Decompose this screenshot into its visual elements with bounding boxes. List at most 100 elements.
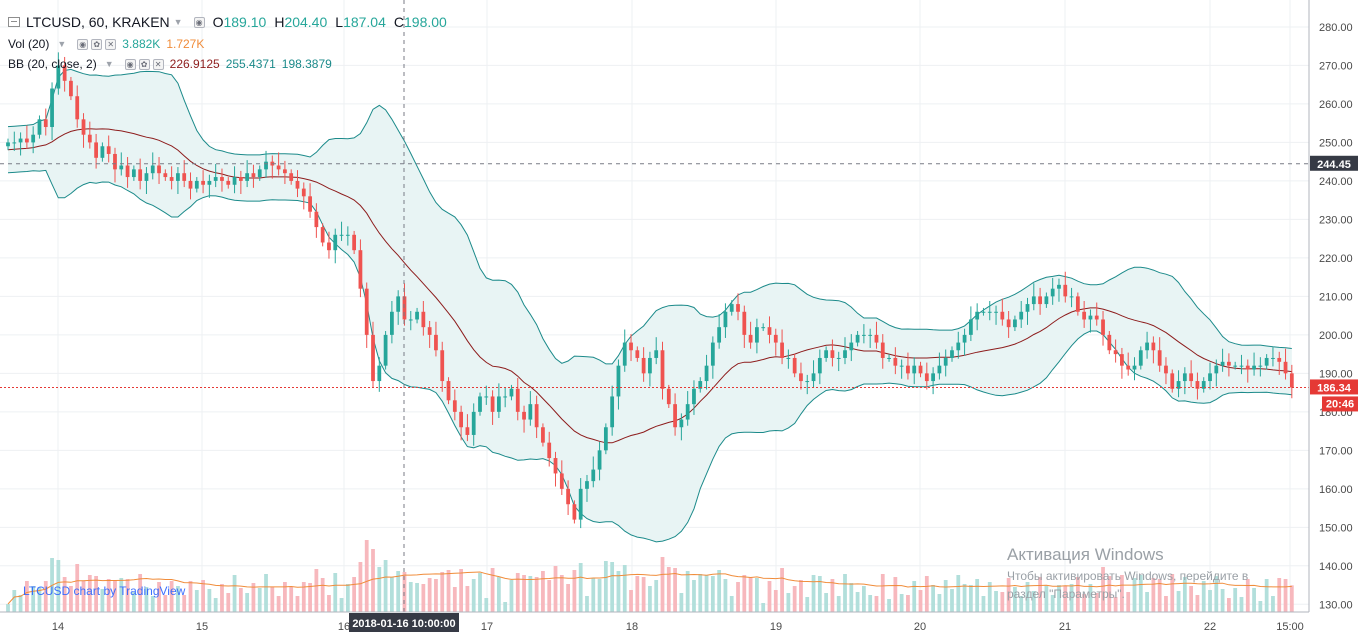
candle bbox=[1164, 357, 1168, 385]
time-tick-label: 14 bbox=[52, 621, 64, 633]
candle bbox=[1208, 362, 1212, 390]
price-tick-label: 250.00 bbox=[1319, 137, 1353, 149]
volume-bar bbox=[245, 593, 250, 612]
chevron-down-icon[interactable]: ▼ bbox=[173, 17, 183, 27]
time-axis[interactable]: 14 15 16 17 18 19 20 21 22 15:00 bbox=[52, 621, 1304, 633]
price-axis[interactable]: 280.00 270.00 260.00 250.00 240.00 230.00 220.… bbox=[1319, 22, 1353, 611]
candle bbox=[1277, 351, 1282, 375]
chevron-down-icon[interactable]: ▼ bbox=[57, 39, 67, 49]
candle bbox=[572, 500, 577, 524]
volume-bar bbox=[471, 579, 476, 612]
chevron-down-icon[interactable]: ▼ bbox=[104, 59, 114, 69]
time-tick-label: 15 bbox=[196, 621, 208, 633]
volume-bar bbox=[736, 582, 740, 612]
volume-bar bbox=[75, 564, 80, 612]
candle bbox=[201, 170, 205, 194]
candle bbox=[830, 339, 835, 367]
candle bbox=[723, 303, 728, 338]
volume-bar bbox=[100, 589, 105, 612]
volume-bar bbox=[710, 576, 715, 612]
volume-bar bbox=[855, 592, 860, 612]
volume-bar bbox=[1233, 588, 1238, 612]
volume-bar bbox=[289, 587, 294, 612]
candle bbox=[1126, 352, 1131, 376]
close-icon[interactable]: ✕ bbox=[152, 58, 164, 70]
candle bbox=[1239, 354, 1244, 375]
price-tick-label: 170.00 bbox=[1319, 445, 1353, 457]
candle bbox=[1195, 372, 1200, 400]
volume-bar bbox=[799, 580, 803, 612]
volume-bar bbox=[18, 595, 23, 612]
svg-text:20:46: 20:46 bbox=[1326, 398, 1354, 410]
eye-icon[interactable]: ◉ bbox=[193, 16, 205, 28]
volume-bar bbox=[767, 581, 772, 612]
close-icon[interactable]: ✕ bbox=[105, 38, 117, 50]
volume-bar bbox=[654, 580, 659, 612]
price-tick-label: 200.00 bbox=[1319, 330, 1353, 342]
candle bbox=[24, 125, 29, 149]
candle bbox=[383, 331, 388, 370]
time-tick-label: 21 bbox=[1059, 621, 1071, 633]
candle bbox=[12, 131, 17, 151]
volume-bar bbox=[1252, 588, 1256, 612]
candle bbox=[1227, 353, 1231, 377]
candle bbox=[566, 480, 570, 516]
symbol-title[interactable]: LTCUSD, 60, KRAKEN bbox=[26, 14, 170, 30]
candle bbox=[931, 367, 935, 395]
candle bbox=[1245, 359, 1250, 383]
candle bbox=[125, 157, 130, 188]
volume-bar bbox=[994, 591, 998, 612]
candle bbox=[717, 314, 722, 349]
volume-bar bbox=[729, 596, 734, 612]
volume-bar bbox=[572, 570, 577, 612]
volume-bar bbox=[182, 595, 187, 612]
candle bbox=[113, 147, 117, 183]
candle bbox=[943, 349, 948, 377]
volume-bar bbox=[1094, 593, 1099, 612]
eye-icon[interactable]: ◉ bbox=[77, 38, 89, 50]
time-tick-label: 17 bbox=[481, 621, 493, 633]
volume-bar bbox=[874, 596, 879, 612]
volume-bar bbox=[1006, 578, 1011, 612]
candle bbox=[31, 126, 36, 154]
candle bbox=[824, 346, 829, 362]
volume-bar bbox=[830, 579, 835, 612]
candle bbox=[1113, 339, 1118, 363]
collapse-legend-icon[interactable] bbox=[8, 17, 20, 27]
volume-bar bbox=[1069, 584, 1074, 612]
gear-icon[interactable]: ✿ bbox=[91, 38, 103, 50]
bollinger-study-title[interactable]: BB (20, close, 2) bbox=[8, 57, 97, 71]
gear-icon[interactable]: ✿ bbox=[138, 58, 150, 70]
volume-study-title[interactable]: Vol (20) bbox=[8, 37, 50, 51]
candle bbox=[597, 441, 602, 481]
volume-bar bbox=[276, 596, 281, 612]
candle bbox=[880, 334, 885, 369]
candle bbox=[276, 152, 281, 176]
volume-bar bbox=[786, 593, 791, 612]
volume-bar bbox=[553, 566, 558, 612]
candle bbox=[981, 307, 986, 316]
volume-bar bbox=[1013, 587, 1017, 612]
volume-bar bbox=[220, 584, 224, 612]
candle bbox=[440, 341, 445, 392]
candle bbox=[1145, 331, 1149, 359]
volume-bar bbox=[1138, 575, 1143, 612]
tradingview-watermark-link[interactable]: LTCUSD chart by TradingView bbox=[23, 584, 186, 598]
volume-bar bbox=[1283, 579, 1288, 612]
eye-icon[interactable]: ◉ bbox=[124, 58, 136, 70]
candle bbox=[87, 121, 92, 149]
volume-bar bbox=[213, 598, 218, 612]
candle bbox=[509, 384, 514, 401]
candle bbox=[603, 423, 608, 455]
volume-bar bbox=[975, 579, 980, 612]
candle bbox=[987, 300, 992, 321]
volume-bar bbox=[421, 584, 426, 612]
candle bbox=[1271, 347, 1275, 367]
candle bbox=[421, 300, 426, 336]
candle bbox=[43, 108, 48, 136]
price-tick-label: 150.00 bbox=[1319, 522, 1353, 534]
open-label: O bbox=[212, 14, 224, 30]
candle bbox=[874, 321, 879, 349]
volume-bar bbox=[427, 578, 432, 612]
